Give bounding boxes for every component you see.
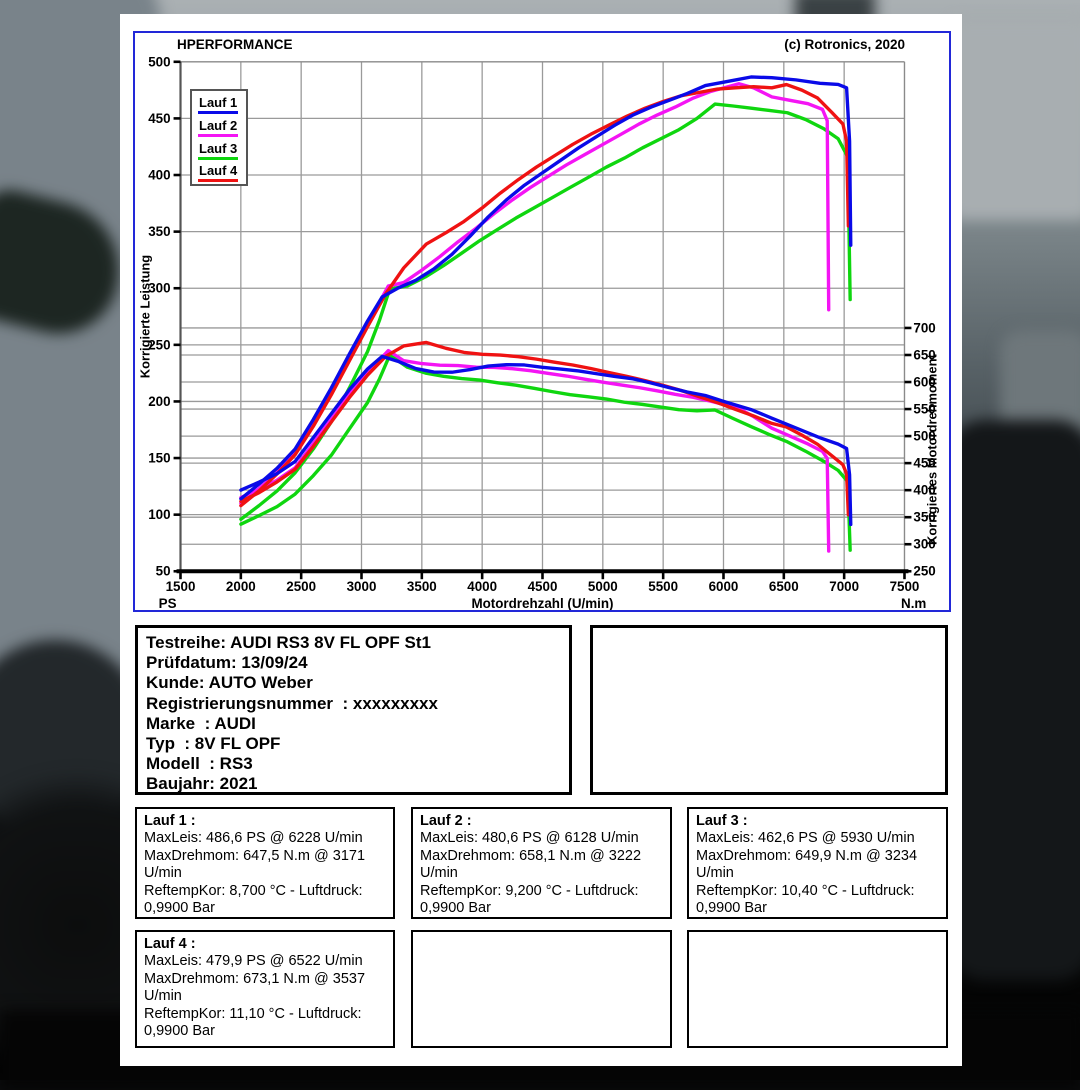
run-maxleis: MaxLeis: 462,6 PS @ 5930 U/min — [696, 830, 915, 846]
run-reftemp: ReftempKor: 11,10 °C - Luftdruck: 0,9900… — [144, 1005, 362, 1040]
chart-gridlines — [180, 61, 905, 572]
info-pruefdatum: Prüfdatum: 13/09/24 — [146, 653, 308, 673]
chart-legend: Lauf 1 Lauf 2 Lauf 3 Lauf 4 — [190, 89, 248, 186]
run-maxleis: MaxLeis: 486,6 PS @ 6228 U/min — [144, 830, 363, 846]
svg-text:350: 350 — [913, 510, 935, 525]
svg-text:300: 300 — [913, 537, 935, 552]
svg-text:250: 250 — [913, 564, 935, 579]
legend-item-lauf1: Lauf 1 — [198, 94, 246, 117]
svg-text:6000: 6000 — [709, 579, 739, 594]
svg-text:4000: 4000 — [467, 579, 497, 594]
info-testreihe: Testreihe: AUDI RS3 8V FL OPF St1 — [146, 633, 431, 652]
svg-text:700: 700 — [913, 320, 935, 335]
svg-text:200: 200 — [148, 394, 170, 409]
chart-curves — [239, 75, 853, 553]
run-maxdrehmom: MaxDrehmom: 673,1 N.m @ 3537 U/min — [144, 970, 366, 1005]
svg-text:450: 450 — [913, 456, 935, 471]
run-maxdrehmom: MaxDrehmom: 647,5 N.m @ 3171 U/min — [144, 847, 366, 882]
svg-text:400: 400 — [148, 167, 170, 182]
svg-text:50: 50 — [156, 564, 171, 579]
info-marke: Marke : AUDI — [146, 713, 256, 733]
run-reftemp: ReftempKor: 9,200 °C - Luftdruck: 0,9900… — [420, 882, 639, 917]
info-kunde: Kunde: AUTO Weber — [146, 673, 313, 693]
brand-title: HPERFORMANCE — [177, 37, 293, 52]
run-maxleis: MaxLeis: 479,9 PS @ 6522 U/min — [144, 953, 363, 969]
run-maxdrehmom: MaxDrehmom: 658,1 N.m @ 3222 U/min — [420, 847, 642, 882]
svg-text:7000: 7000 — [829, 579, 859, 594]
run-reftemp: ReftempKor: 8,700 °C - Luftdruck: 0,9900… — [144, 882, 363, 917]
svg-text:600: 600 — [913, 374, 935, 389]
svg-text:550: 550 — [913, 402, 935, 417]
chart-ticks — [173, 60, 912, 580]
svg-text:250: 250 — [148, 337, 170, 352]
info-modell: Modell : RS3 — [146, 754, 253, 774]
run-title: Lauf 4 : — [144, 936, 196, 952]
svg-text:6500: 6500 — [769, 579, 799, 594]
run-box-lauf-1: Lauf 1 : MaxLeis: 486,6 PS @ 6228 U/min … — [135, 807, 395, 919]
svg-text:4500: 4500 — [528, 579, 558, 594]
run-title: Lauf 2 : — [420, 813, 472, 829]
svg-text:300: 300 — [148, 281, 170, 296]
info-baujahr: Baujahr: 2021 — [146, 774, 258, 794]
svg-text:650: 650 — [913, 347, 935, 362]
run-box-lauf-2: Lauf 2 : MaxLeis: 480,6 PS @ 6128 U/min … — [411, 807, 672, 919]
run-maxdrehmom: MaxDrehmom: 649,9 N.m @ 3234 U/min — [696, 847, 918, 882]
svg-text:1500: 1500 — [166, 579, 196, 594]
empty-run-box-2 — [687, 930, 948, 1048]
svg-text:N.m: N.m — [901, 596, 926, 610]
background-right-window — [950, 20, 1080, 220]
svg-text:Motordrehzahl (U/min): Motordrehzahl (U/min) — [471, 596, 613, 610]
svg-text:5500: 5500 — [648, 579, 678, 594]
copyright-label: (c) Rotronics, 2020 — [784, 37, 905, 52]
dyno-chart-panel: HPERFORMANCE (c) Rotronics, 2020 1500 200… — [133, 31, 951, 612]
run-maxleis: MaxLeis: 480,6 PS @ 6128 U/min — [420, 830, 639, 846]
background-right-car — [945, 420, 1080, 980]
svg-text:7500: 7500 — [890, 579, 920, 594]
svg-text:Korrigiertes Motordrehmoment: Korrigiertes Motordrehmoment — [924, 354, 939, 545]
svg-text:5000: 5000 — [588, 579, 618, 594]
svg-text:100: 100 — [148, 507, 170, 522]
legend-item-lauf3: Lauf 3 — [198, 140, 246, 163]
empty-info-box — [590, 625, 948, 795]
chart-axis-labels: 1500 2000 2500 3000 3500 4000 4500 5000 5500 6000… — [138, 54, 940, 610]
svg-text:Korrigierte Leistung: Korrigierte Leistung — [138, 255, 153, 378]
svg-text:150: 150 — [148, 451, 170, 466]
run-title: Lauf 1 : — [144, 813, 196, 829]
svg-text:2000: 2000 — [226, 579, 256, 594]
svg-text:400: 400 — [913, 483, 935, 498]
vehicle-info-box: Testreihe: AUDI RS3 8V FL OPF St1 Prüfda… — [135, 625, 572, 795]
info-typ: Typ : 8V FL OPF — [146, 734, 281, 754]
svg-text:3500: 3500 — [407, 579, 437, 594]
svg-text:500: 500 — [913, 429, 935, 444]
svg-text:PS: PS — [159, 596, 177, 610]
dyno-chart: 1500 2000 2500 3000 3500 4000 4500 5000 5500 6000… — [138, 54, 940, 610]
info-registrierungsnummer: Registrierungsnummer : xxxxxxxxx — [146, 693, 438, 713]
svg-text:450: 450 — [148, 111, 170, 126]
report-page: HPERFORMANCE (c) Rotronics, 2020 1500 200… — [120, 14, 962, 1066]
legend-item-lauf2: Lauf 2 — [198, 117, 246, 140]
run-title: Lauf 3 : — [696, 813, 748, 829]
legend-item-lauf4: Lauf 4 — [198, 162, 246, 185]
svg-text:2500: 2500 — [286, 579, 316, 594]
svg-text:350: 350 — [148, 224, 170, 239]
run-box-lauf-3: Lauf 3 : MaxLeis: 462,6 PS @ 5930 U/min … — [687, 807, 948, 919]
empty-run-box-1 — [411, 930, 672, 1048]
svg-text:500: 500 — [148, 54, 170, 69]
run-reftemp: ReftempKor: 10,40 °C - Luftdruck: 0,9900… — [696, 882, 915, 917]
svg-text:3000: 3000 — [347, 579, 377, 594]
run-box-lauf-4: Lauf 4 : MaxLeis: 479,9 PS @ 6522 U/min … — [135, 930, 395, 1048]
